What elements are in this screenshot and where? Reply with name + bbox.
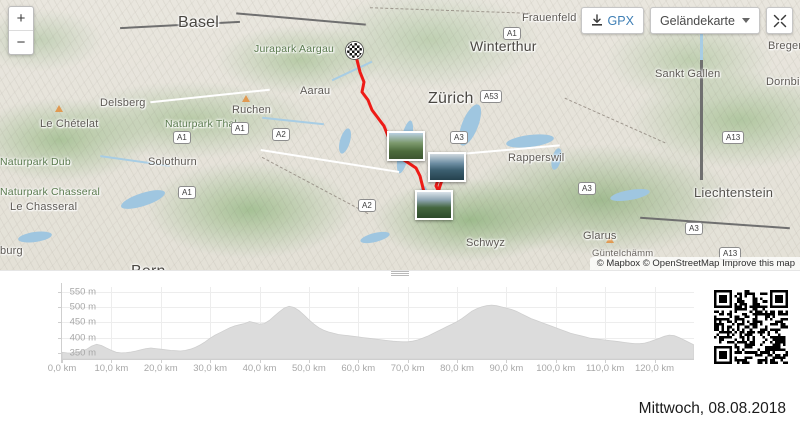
chart-gridline (111, 287, 113, 359)
chart-x-tick-label: 50,0 km (291, 363, 326, 374)
chart-y-tick-label: 500 m (69, 301, 96, 313)
chart-x-tick (654, 359, 656, 363)
fullscreen-icon (773, 14, 786, 27)
attribution-mapbox: © Mapbox (596, 258, 641, 269)
motorway-shield: A13 (719, 247, 742, 260)
chart-x-tick-label: 100,0 km (536, 363, 576, 374)
chart-gridline (358, 287, 360, 359)
motorway-shield: A53 (480, 90, 503, 103)
chart-x-tick (358, 359, 360, 363)
chart-x-tick-label: 40,0 km (242, 363, 277, 374)
motorway-shield: A1 (173, 131, 191, 144)
motorway-shield: A2 (358, 199, 376, 212)
chart-x-tick (407, 359, 409, 363)
chart-gridline (259, 287, 261, 359)
motorway-shield: A1 (231, 122, 249, 135)
activity-date: Mittwoch, 08.08.2018 (638, 400, 786, 417)
elevation-area-series (62, 304, 694, 359)
chart-x-axis-line (62, 359, 694, 360)
elevation-profile-chart[interactable]: 350 m 400 m 450 m 500 m 550 m 0,0 km 10,0 km 2… (0, 279, 800, 389)
map-toolbar: GPX Geländekarte (580, 7, 793, 34)
chart-gridline (62, 291, 694, 293)
chart-plot-area[interactable] (58, 283, 694, 363)
chart-x-tick-label: 70,0 km (390, 363, 425, 374)
chart-x-tick-label: 30,0 km (193, 363, 228, 374)
route-photo-thumbnail[interactable] (387, 131, 425, 161)
chart-x-tick (605, 359, 607, 363)
chart-x-tick-label: 0,0 km (47, 363, 77, 374)
route-photo-thumbnail[interactable] (428, 152, 466, 182)
chart-gridline (62, 306, 694, 308)
chart-x-tick-label: 10,0 km (94, 363, 129, 374)
gpx-label: GPX (607, 13, 634, 28)
peak-icon (242, 95, 250, 102)
zoom-out-button[interactable]: − (16, 34, 26, 51)
motorway-shield: A3 (450, 131, 468, 144)
motorway (700, 60, 703, 180)
chart-gridline (62, 322, 694, 324)
footer-bar: Mittwoch, 08.08.2018 (0, 392, 800, 431)
motorway-shield: A3 (685, 222, 703, 235)
chart-gridline (555, 287, 557, 359)
peak-icon (55, 105, 63, 112)
chart-y-tick (58, 337, 62, 339)
resize-grip-handle[interactable] (391, 271, 409, 277)
chart-x-tick (111, 359, 113, 363)
chart-x-tick (308, 359, 310, 363)
gpx-download-button[interactable]: GPX (580, 7, 644, 34)
chart-x-tick-label: 110,0 km (585, 363, 625, 374)
motorway-shield: A1 (503, 27, 521, 40)
motorway-shield: A2 (272, 128, 290, 141)
motorway-shield: A13 (722, 131, 745, 144)
chart-gridline (160, 287, 162, 359)
qr-code[interactable] (714, 290, 788, 364)
download-icon (591, 14, 602, 26)
chevron-down-icon (742, 18, 750, 23)
chart-y-tick (58, 291, 62, 293)
basemap-label: Geländekarte (659, 13, 735, 28)
qr-code-image (714, 290, 788, 364)
chart-y-tick-label: 550 m (69, 286, 96, 298)
chart-gridline (62, 337, 694, 339)
chart-y-tick (58, 352, 62, 354)
map-canvas[interactable]: Basel Frauenfeld Winterthur Jurapark Aargau… (0, 0, 800, 270)
chart-gridline (605, 287, 607, 359)
motorway-shield: A3 (578, 182, 596, 195)
chart-x-tick-label: 60,0 km (341, 363, 376, 374)
chart-x-tick (555, 359, 557, 363)
chart-x-tick (62, 359, 63, 363)
chart-x-tick-label: 90,0 km (489, 363, 524, 374)
route-photo-thumbnail[interactable] (415, 190, 453, 220)
chart-y-tick-label: 400 m (69, 332, 96, 344)
attribution-osm: © OpenStreetMap (642, 258, 720, 269)
map-zoom-control[interactable]: + − (8, 6, 34, 55)
attribution-improve-link[interactable]: Improve this map (722, 258, 795, 269)
peak-icon (606, 236, 614, 243)
map-attribution[interactable]: © Mapbox © OpenStreetMap Improve this ma… (589, 257, 800, 270)
start-finish-flag-icon[interactable] (346, 42, 363, 59)
chart-gridline (210, 287, 212, 359)
chart-x-tick-label: 20,0 km (143, 363, 178, 374)
map-view[interactable]: Basel Frauenfeld Winterthur Jurapark Aargau… (0, 0, 800, 270)
chart-x-tick (506, 359, 508, 363)
chart-x-tick (457, 359, 458, 363)
zoom-in-button[interactable]: + (9, 7, 33, 31)
chart-x-tick (160, 359, 162, 363)
chart-gridline (407, 287, 409, 359)
chart-x-tick (259, 359, 261, 363)
chart-y-tick-label: 350 m (69, 347, 96, 359)
chart-y-tick-label: 450 m (69, 316, 96, 328)
basemap-select-button[interactable]: Geländekarte (649, 7, 760, 34)
chart-y-tick (58, 306, 62, 308)
chart-x-tick (210, 359, 212, 363)
fullscreen-button[interactable] (766, 7, 793, 34)
chart-x-tick-label: 120,0 km (634, 363, 675, 374)
chart-gridline (654, 287, 656, 359)
chart-x-tick-label: 80,0 km (440, 363, 474, 374)
motorway-shield: A1 (178, 186, 196, 199)
chart-y-tick (58, 322, 62, 324)
